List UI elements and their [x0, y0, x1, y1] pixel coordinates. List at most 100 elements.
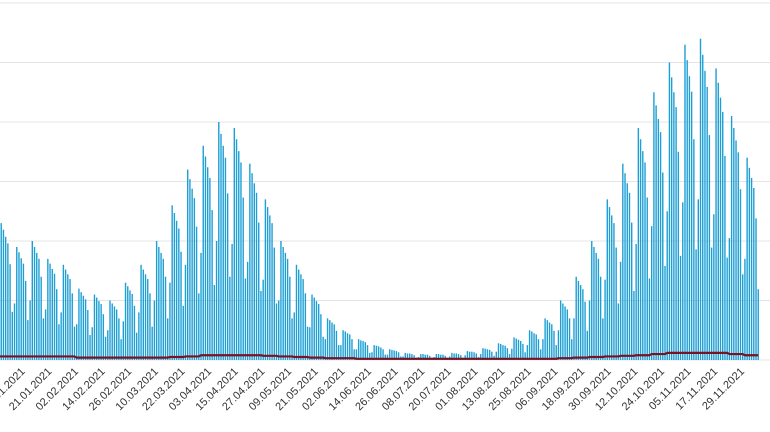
bar: [548, 322, 551, 360]
bar: [635, 243, 637, 360]
bar: [142, 269, 144, 360]
bar: [11, 311, 14, 360]
bar: [244, 278, 247, 360]
bar: [575, 276, 577, 360]
bar: [728, 238, 731, 360]
bar: [502, 345, 504, 360]
bar: [135, 332, 138, 360]
bar: [424, 354, 426, 360]
bar: [317, 304, 320, 360]
bar: [160, 252, 162, 360]
bar: [206, 167, 209, 360]
bar: [537, 339, 540, 360]
bar: [78, 288, 80, 360]
bar: [522, 343, 524, 360]
bar: [71, 293, 73, 360]
bar: [47, 258, 49, 360]
bar: [719, 97, 722, 360]
bar: [289, 276, 291, 360]
bar: [595, 252, 597, 360]
bar: [191, 188, 193, 360]
bar: [107, 330, 109, 360]
bar: [591, 241, 593, 360]
bar: [311, 294, 313, 360]
bar: [617, 303, 620, 360]
bar: [451, 352, 453, 360]
bar: [251, 173, 253, 360]
bar: [642, 151, 644, 360]
bar: [351, 339, 353, 360]
bar: [198, 293, 200, 360]
bar: [286, 258, 289, 360]
bar: [84, 299, 87, 360]
bar: [293, 312, 295, 360]
bar: [62, 264, 65, 360]
bar: [16, 246, 18, 360]
bar: [733, 127, 735, 360]
bar: [682, 202, 684, 360]
bar: [586, 330, 588, 360]
bar: [18, 252, 20, 360]
bar: [708, 135, 711, 360]
bar: [593, 246, 595, 360]
bar: [164, 276, 167, 360]
bar: [668, 62, 671, 360]
bar: [271, 223, 273, 360]
bar: [382, 349, 384, 360]
bar: [82, 295, 85, 360]
bar: [520, 340, 522, 360]
bar: [275, 303, 278, 360]
bar: [362, 340, 364, 360]
bar: [0, 223, 2, 360]
bar: [324, 339, 327, 360]
bar: [222, 145, 224, 360]
bar: [746, 157, 748, 360]
bar: [557, 330, 560, 360]
bar: [582, 289, 584, 360]
bar: [546, 320, 549, 360]
bar: [2, 229, 5, 360]
line: [0, 351, 759, 360]
bar: [366, 345, 369, 360]
bar: [284, 252, 287, 360]
bar: [648, 278, 651, 360]
bar: [258, 222, 260, 360]
bar: [69, 279, 71, 360]
bar: [133, 305, 136, 360]
bar: [559, 300, 562, 360]
bar: [730, 116, 733, 360]
bar: [393, 350, 395, 360]
bar: [637, 127, 640, 360]
bar: [91, 327, 93, 360]
bar: [662, 172, 664, 360]
bar: [657, 119, 660, 361]
bar: [613, 223, 615, 360]
bar: [686, 60, 688, 361]
bar: [42, 318, 45, 360]
bar: [409, 353, 411, 360]
bar: [420, 354, 422, 360]
bar: [309, 327, 311, 360]
bar: [120, 339, 122, 360]
bar: [531, 331, 533, 360]
bar: [599, 276, 602, 360]
bar: [742, 274, 744, 360]
bar: [118, 318, 120, 360]
bar: [27, 320, 29, 360]
bar: [606, 199, 608, 360]
bar: [158, 246, 160, 360]
bar: [544, 318, 546, 360]
bar: [131, 293, 133, 360]
bar: [482, 348, 484, 360]
bar: [480, 354, 482, 360]
bar: [615, 247, 617, 360]
bar: [369, 352, 371, 360]
bar: [397, 352, 400, 360]
bar: [690, 91, 693, 360]
bar: [386, 354, 389, 360]
bar: [571, 339, 573, 360]
bar: [304, 293, 307, 360]
bar: [22, 263, 25, 360]
bar: [602, 318, 604, 360]
bar: [200, 252, 202, 360]
